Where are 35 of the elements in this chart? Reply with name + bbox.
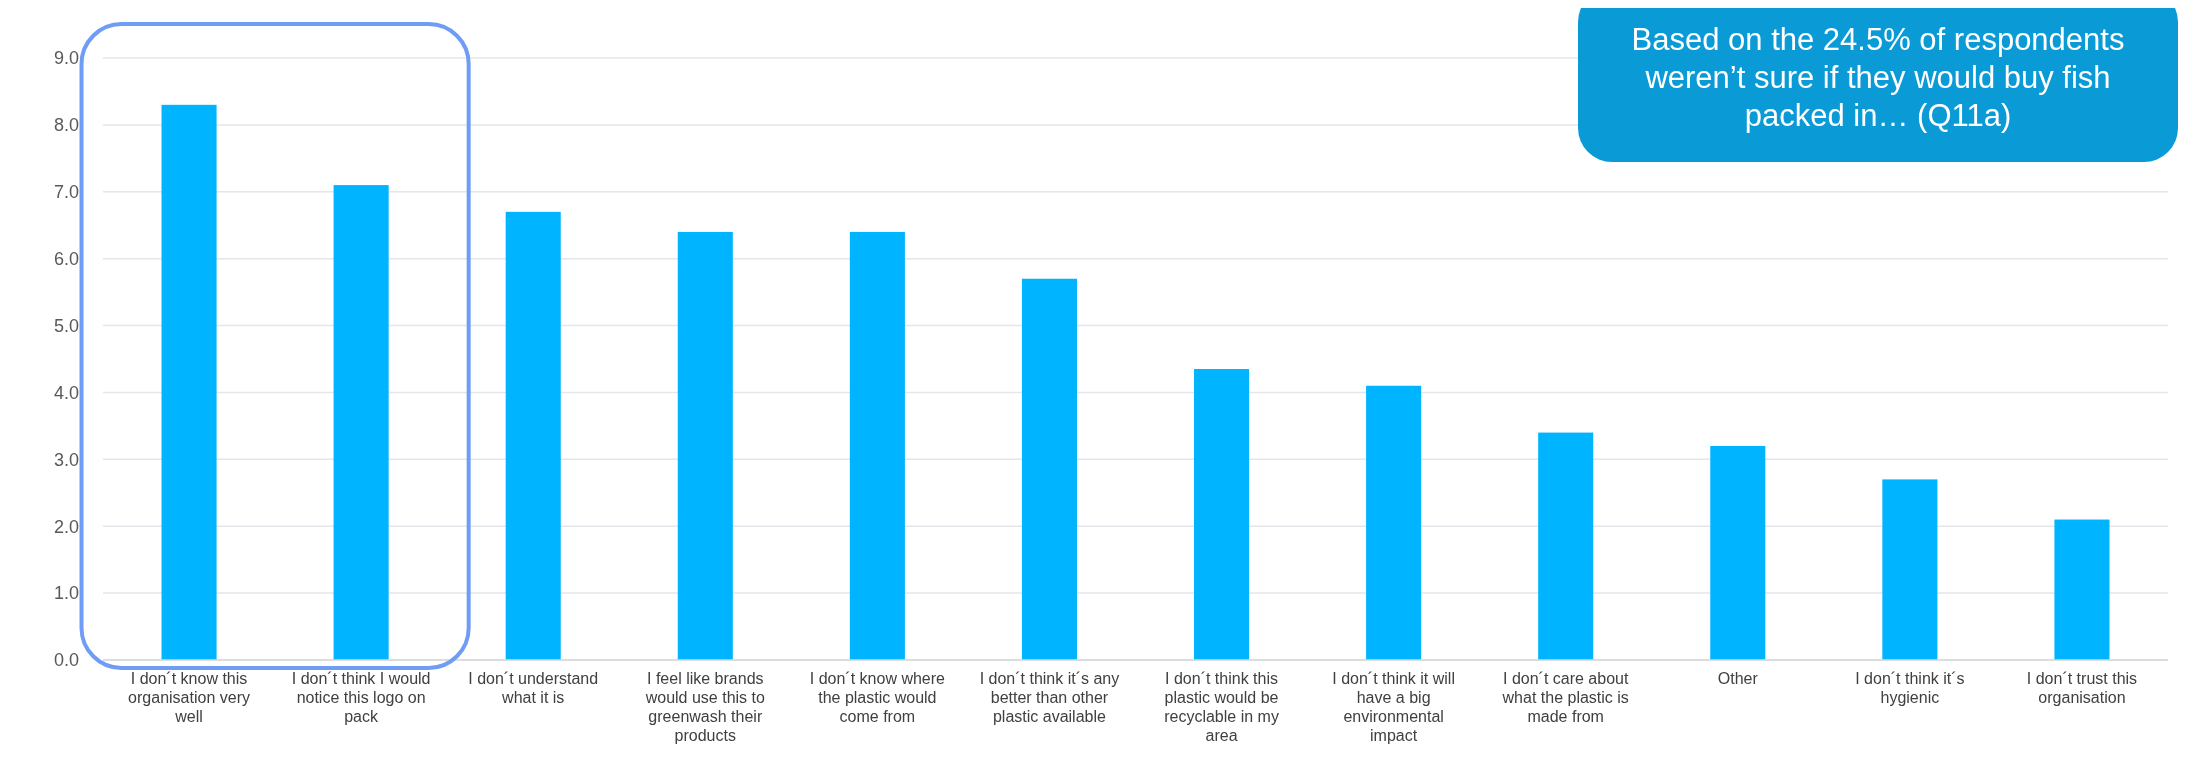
annotation: Based on the 24.5% of respondents weren’t sure if they would buy fish packed in… (Q11a) <box>1631 22 2125 133</box>
y-tick-label: 1.0 <box>53 583 79 604</box>
bar <box>1538 432 1594 660</box>
y-tick-label: 8.0 <box>53 115 79 136</box>
bar <box>161 104 217 660</box>
bar <box>1194 369 1250 660</box>
y-tick-label: 7.0 <box>53 182 79 203</box>
y-tick-label: 3.0 <box>53 449 79 470</box>
y-tick-label: 2.0 <box>53 516 79 537</box>
x-tick-label: I don´t think this plastic would be recyclable in my area <box>1164 670 1279 744</box>
bar <box>333 185 389 660</box>
x-tick-label: I don´t think it´s hygienic <box>1855 670 1965 706</box>
bar <box>677 231 733 660</box>
y-tick-label: 4.0 <box>53 382 79 403</box>
x-tick-label: I don´t think I would notice this logo on pack <box>291 670 431 725</box>
bar <box>2054 519 2110 660</box>
x-tick-label: I don´t trust this organisation <box>2026 670 2138 706</box>
y-tick-label: 6.0 <box>53 248 79 269</box>
x-tick-label: I feel like brands would use this to greenwash their products <box>644 670 765 744</box>
y-tick-label: 5.0 <box>53 315 79 336</box>
x-tick-label: I don´t think it´s any better than other plastic available <box>979 670 1120 725</box>
x-tick-label: I don´t understand what it is <box>468 670 599 706</box>
x-tick-label: Other <box>1717 670 1759 687</box>
bar <box>505 211 561 660</box>
x-tick-label: I don´t think it will have a big environmental impact <box>1332 670 1455 744</box>
y-tick-label: 0.0 <box>53 650 79 671</box>
y-tick-label: 9.0 <box>53 48 79 69</box>
x-tick-label: I don´t know where the plastic would come from <box>809 670 946 725</box>
bar <box>849 231 905 660</box>
bar <box>1366 385 1422 660</box>
bar <box>1882 479 1938 660</box>
bar <box>1021 278 1077 660</box>
x-tick-label: I don´t care about what the plastic is made from <box>1501 670 1629 725</box>
x-tick-label: I don´t know this organisation very well <box>128 670 250 725</box>
bar <box>1710 445 1766 660</box>
